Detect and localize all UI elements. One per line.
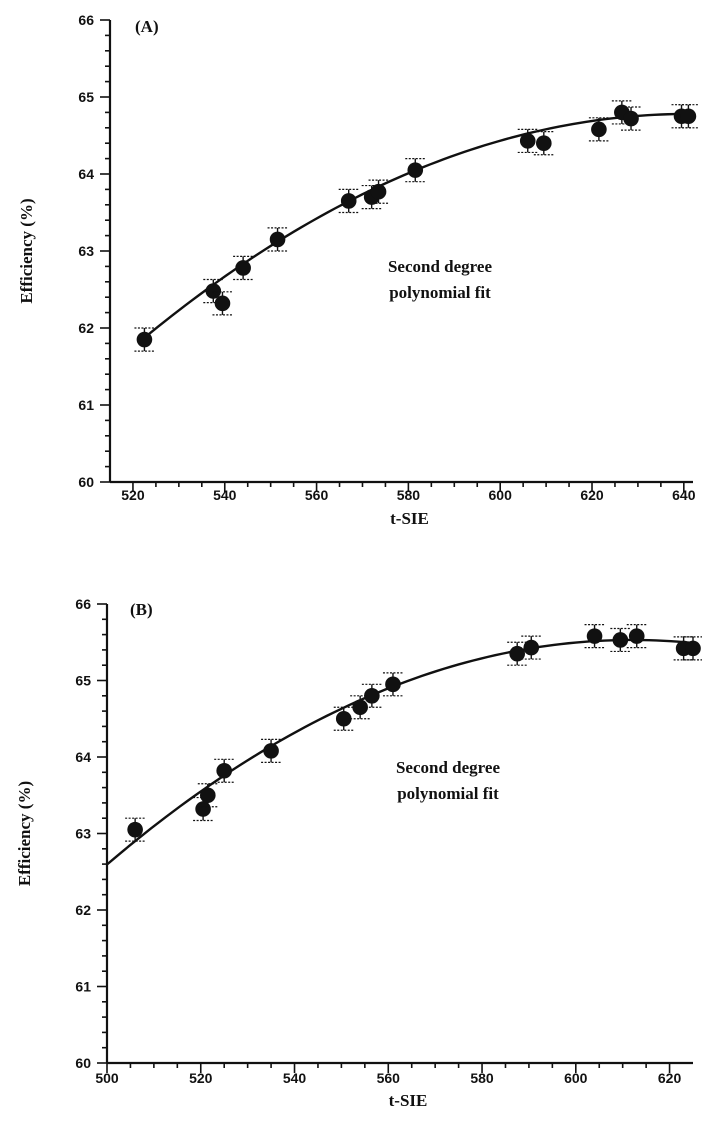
chart-panel-a: 60 61 62 63 64 65 66 520 540 560 580 600 620 640 t-SIE… — [17, 12, 699, 528]
data-point-group — [517, 128, 538, 154]
data-point — [685, 640, 701, 657]
data-point-group — [588, 117, 609, 142]
data-point-group — [350, 695, 371, 720]
data-point — [536, 135, 552, 151]
data-point-group — [610, 627, 631, 653]
data-point — [214, 295, 231, 312]
y-tick-label: 66 — [75, 596, 91, 612]
data-point-group — [261, 738, 282, 763]
data-point — [235, 260, 251, 276]
data-point — [680, 108, 697, 125]
x-tick-label: 620 — [658, 1070, 682, 1086]
data-point-group — [678, 104, 699, 129]
x-tick-label: 560 — [305, 487, 329, 503]
data-point — [628, 628, 645, 644]
data-point-group — [621, 106, 642, 131]
data-point-group — [267, 227, 288, 252]
data-point — [127, 821, 143, 838]
data-point — [385, 676, 401, 693]
data-point — [591, 121, 607, 138]
data-point-group — [203, 278, 224, 304]
data-point-group — [214, 758, 235, 783]
data-point-group — [683, 636, 702, 661]
panel-label: (A) — [135, 17, 159, 36]
x-tick-label: 600 — [489, 487, 513, 503]
x-tick-label: 600 — [564, 1070, 588, 1086]
data-point — [335, 710, 352, 727]
y-tick-label: 64 — [75, 749, 91, 765]
data-point-group — [382, 672, 403, 697]
data-point — [519, 133, 536, 149]
data-point-group — [533, 131, 554, 156]
data-point — [612, 632, 629, 648]
data-point-group — [134, 327, 155, 352]
data-point — [407, 162, 424, 178]
data-point — [364, 688, 380, 704]
x-tick-label: 580 — [470, 1070, 494, 1086]
polynomial-fit-curve — [106, 638, 694, 866]
x-tick-label: 520 — [189, 1070, 213, 1086]
y-tick-label: 65 — [78, 89, 94, 105]
x-tick-label: 640 — [672, 487, 696, 503]
x-tick-label: 620 — [580, 487, 604, 503]
panel-label: (B) — [130, 600, 153, 619]
x-tick-label: 580 — [397, 487, 421, 503]
data-point-group — [197, 783, 218, 808]
data-point — [136, 331, 153, 348]
x-tick-label: 500 — [95, 1070, 119, 1086]
data-point — [523, 639, 540, 656]
y-tick-label: 63 — [78, 243, 94, 259]
chart-panel-b: 60 61 62 63 64 65 66 500 520 540 560 580 600 620 t-SIE… — [15, 596, 702, 1110]
data-point-group — [584, 624, 605, 649]
y-tick-label: 60 — [75, 1055, 91, 1071]
x-tick-label: 560 — [377, 1070, 401, 1086]
fit-annotation-line: Second degree — [396, 758, 500, 777]
data-point-group — [361, 683, 382, 708]
data-point-group — [212, 291, 233, 316]
data-point-group — [521, 635, 542, 660]
x-tick-label: 540 — [213, 487, 237, 503]
data-point — [263, 743, 279, 759]
y-tick-label: 63 — [75, 826, 91, 842]
y-tick-label: 66 — [78, 12, 94, 28]
data-point-group — [507, 641, 528, 666]
x-axis-title: t-SIE — [390, 509, 429, 528]
data-point-group — [626, 624, 647, 649]
data-point — [269, 231, 286, 248]
data-point — [340, 193, 357, 209]
x-tick-label: 540 — [283, 1070, 307, 1086]
fit-annotation-line: Second degree — [388, 257, 492, 276]
y-tick-label: 64 — [78, 166, 94, 182]
y-tick-label: 62 — [78, 320, 94, 336]
data-point — [586, 628, 603, 644]
data-point — [370, 183, 387, 200]
y-tick-label: 61 — [78, 397, 94, 413]
data-point — [509, 645, 525, 662]
data-point-group — [368, 179, 389, 204]
data-point — [352, 699, 368, 716]
data-point — [623, 110, 639, 127]
data-point-group — [338, 188, 359, 214]
fit-annotation-line: polynomial fit — [397, 784, 499, 803]
data-point — [195, 801, 211, 817]
y-tick-label: 61 — [75, 979, 91, 995]
data-point — [199, 787, 216, 804]
data-point-group — [233, 255, 254, 281]
x-axis-title: t-SIE — [389, 1091, 428, 1110]
y-tick-label: 65 — [75, 673, 91, 689]
fit-annotation-line: polynomial fit — [389, 283, 491, 302]
data-point — [216, 762, 232, 779]
x-tick-label: 520 — [121, 487, 145, 503]
data-point-group — [333, 706, 354, 731]
data-point-group — [405, 158, 426, 183]
y-axis-title: Efficiency (%) — [15, 781, 34, 886]
y-tick-label: 60 — [78, 474, 94, 490]
data-point-group — [125, 817, 146, 842]
data-point — [205, 283, 222, 299]
y-axis-title: Efficiency (%) — [17, 198, 36, 303]
y-tick-label: 62 — [75, 902, 91, 918]
